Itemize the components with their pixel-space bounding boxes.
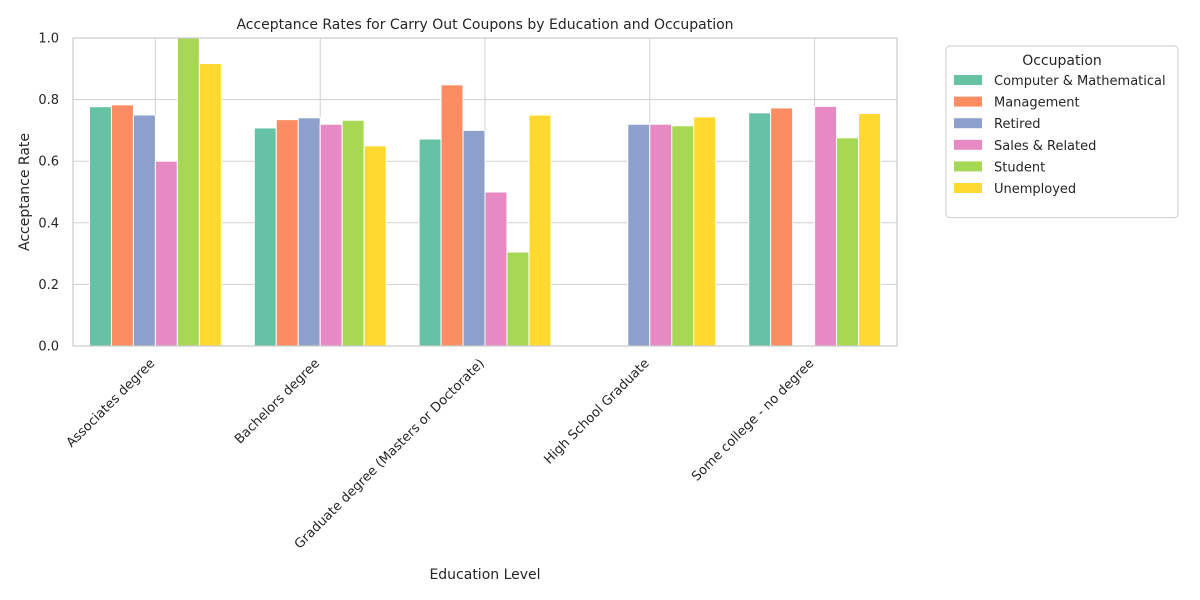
bar	[627, 123, 651, 347]
bar	[858, 112, 882, 347]
legend-swatch	[954, 161, 982, 172]
bar	[418, 138, 442, 347]
y-tick-label: 1.0	[38, 32, 59, 47]
legend-label: Sales & Related	[994, 139, 1096, 154]
bar	[693, 116, 717, 347]
y-tick-label: 0.4	[38, 216, 59, 231]
bar	[88, 106, 112, 347]
bar	[671, 125, 695, 347]
legend-label: Student	[994, 160, 1045, 175]
bar	[440, 84, 464, 347]
legend-box	[945, 45, 1179, 219]
legend: Occupation Computer & Mathematical Managem…	[945, 45, 1179, 219]
bar	[814, 105, 838, 347]
legend-swatch	[954, 118, 982, 129]
bar	[363, 145, 387, 347]
bar	[528, 114, 552, 347]
bar	[297, 117, 321, 347]
y-tick-label: 0.0	[38, 340, 59, 355]
bar	[132, 114, 156, 347]
bar	[198, 63, 222, 347]
legend-label: Management	[994, 96, 1080, 111]
legend-label: Unemployed	[994, 182, 1076, 197]
bar	[649, 123, 673, 347]
bar	[319, 123, 343, 347]
legend-swatch	[954, 75, 982, 85]
legend-label: Retired	[994, 117, 1040, 132]
y-tick-label: 0.8	[38, 93, 59, 108]
bar	[484, 191, 508, 347]
legend-swatch	[954, 96, 982, 107]
bar	[341, 119, 365, 347]
bar	[748, 112, 772, 347]
bar	[253, 127, 277, 347]
bar	[176, 37, 200, 347]
x-axis-label: Education Level	[429, 567, 540, 583]
y-tick-label: 0.6	[38, 155, 59, 170]
chart-title: Acceptance Rates for Carry Out Coupons b…	[236, 17, 733, 33]
legend-label: Computer & Mathematical	[994, 74, 1166, 89]
y-tick-label: 0.2	[38, 278, 59, 293]
legend-swatch	[954, 183, 982, 193]
bar	[462, 129, 486, 347]
bar	[770, 107, 794, 347]
bar	[506, 251, 530, 347]
bar	[154, 160, 178, 347]
bar	[836, 137, 860, 347]
bar	[110, 104, 134, 347]
bar	[275, 119, 299, 347]
y-axis-label: Acceptance Rate	[17, 133, 33, 251]
legend-swatch	[954, 139, 982, 150]
legend-title: Occupation	[1022, 53, 1102, 69]
plot-frame	[72, 37, 898, 347]
